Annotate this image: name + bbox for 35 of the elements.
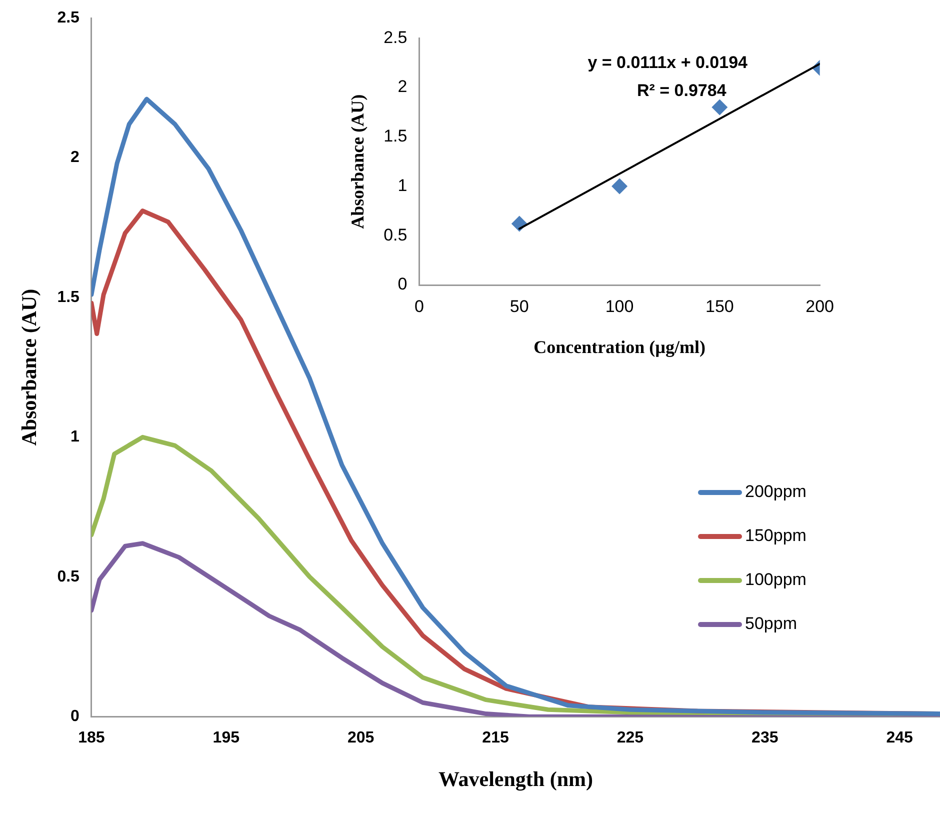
y-tick-label: 1.5 — [57, 288, 80, 306]
y-tick-label: 1.5 — [384, 126, 408, 146]
x-tick-label: 225 — [616, 730, 644, 747]
y-tick-label: 0.5 — [384, 225, 408, 244]
y-tick-label: 1 — [70, 428, 80, 446]
x-tick-label: 0 — [414, 296, 424, 316]
y-axis-title: Absorbance (AU) — [17, 288, 42, 446]
annotation: R² = 0.9784 — [636, 81, 727, 100]
legend-label: 100ppm — [745, 570, 806, 590]
x-tick-label: 245 — [886, 730, 914, 747]
x-tick-label: 195 — [212, 730, 240, 747]
legend-label: 50ppm — [745, 614, 797, 634]
y-tick-label: 2 — [70, 149, 80, 166]
x-tick-label: 205 — [347, 730, 374, 747]
x-tick-label: 150 — [705, 296, 734, 316]
y-tick-label: 2 — [398, 77, 408, 96]
y-tick-label: 0 — [398, 274, 408, 294]
point — [612, 178, 628, 194]
x-tick-label: 50 — [510, 296, 529, 316]
y-tick-label: 2.5 — [57, 9, 80, 26]
y-tick-label: 2.5 — [384, 28, 408, 47]
y-tick-label: 0.5 — [57, 568, 80, 586]
legend-label: 150ppm — [745, 526, 806, 546]
x-axis-title: Wavelength (nm) — [438, 766, 594, 791]
y-tick-label: 1 — [398, 176, 408, 195]
x-tick-label: 185 — [78, 730, 105, 747]
x-tick-label: 200 — [806, 296, 834, 316]
x-tick-label: 235 — [752, 730, 778, 747]
annotation: y = 0.0111x + 0.0194 — [588, 53, 748, 72]
x-axis-title: Concentration (µg/ml) — [534, 336, 706, 357]
y-axis-title: Absorbance (AU) — [347, 94, 368, 229]
x-tick-label: 100 — [605, 296, 634, 316]
x-tick-label: 215 — [482, 730, 509, 747]
legend-label: 200ppm — [745, 482, 806, 502]
y-tick-label: 0 — [70, 708, 80, 726]
